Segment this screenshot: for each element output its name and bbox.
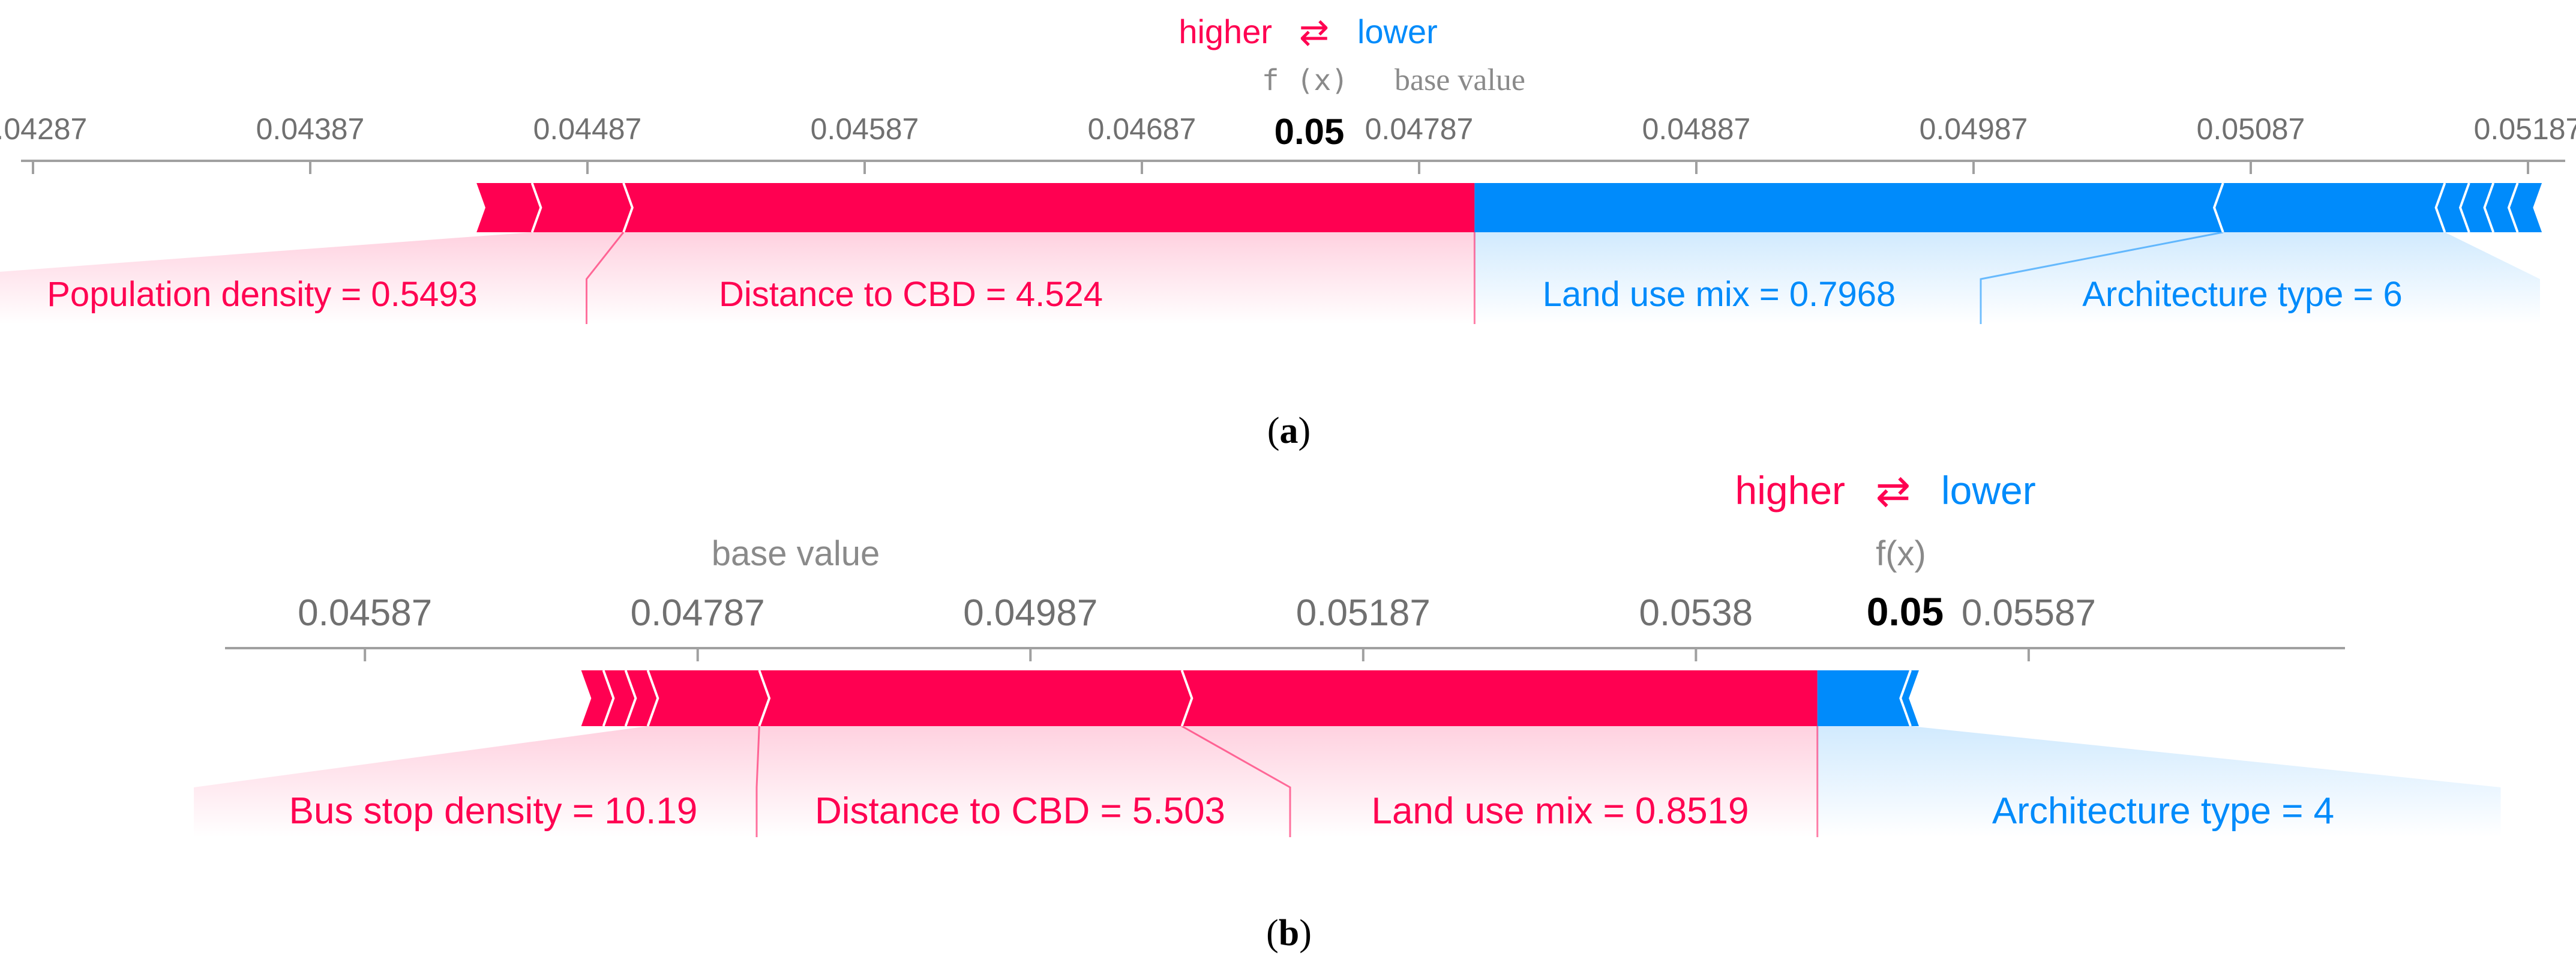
force-plot-b: higher ⇄ lower f(x) base value 0.04587 0.… [194, 467, 2501, 954]
feature-label-distance-to-cbd: Distance to CBD = 4.524 [719, 275, 1103, 314]
lower-minor-segment [2484, 183, 2518, 232]
feature-labels: Bus stop density = 10.19 Distance to CBD… [289, 790, 2335, 832]
panel-label-b: (b) [1266, 913, 1312, 954]
base-value-label: base value [1395, 63, 1525, 97]
base-value-label: base value [712, 534, 880, 573]
axis-ticks: 0.04287 0.04387 0.04487 0.04587 0.04687 0.047… [0, 112, 2576, 174]
force-bars [476, 182, 2542, 233]
higher-minor-segment [476, 183, 541, 232]
legend-a: higher ⇄ lower [1178, 12, 1438, 52]
tick-label: 0.04987 [963, 592, 1097, 634]
segment-divider [2212, 182, 2224, 233]
legend-higher-label: higher [1735, 468, 1845, 513]
tick-label: 0.04787 [631, 592, 765, 634]
label-connector-fill [1474, 232, 2223, 324]
label-connector-line [586, 232, 625, 324]
label-connectors [0, 231, 2540, 324]
higher-feature-segment [647, 670, 770, 726]
tick-label: 0.0538 [1639, 592, 1753, 634]
higher-feature-segment [759, 670, 1192, 726]
higher-feature-segment [623, 183, 1475, 232]
panel-letter-a: a [1280, 410, 1299, 451]
legend-higher-label: higher [1178, 13, 1272, 50]
lower-feature-segment [2214, 183, 2445, 232]
segment-divider [758, 670, 771, 727]
tick-label: 0.04787 [1365, 112, 1474, 146]
feature-label-architecture-type: Architecture type = 6 [2082, 275, 2403, 314]
feature-label-population-density: Population density = 0.5493 [47, 275, 478, 314]
lower-minor-segment [2508, 183, 2542, 232]
segment-divider [2507, 182, 2519, 233]
segment-divider [2483, 182, 2495, 233]
segment-divider [2434, 182, 2446, 233]
label-connector-fill [757, 726, 1290, 837]
tick-label: 0.04687 [1088, 112, 1196, 146]
segment-divider [646, 670, 659, 727]
feature-label-distance-to-cbd: Distance to CBD = 5.503 [815, 790, 1225, 832]
higher-minor-segment [581, 670, 614, 726]
label-connector-fill [1817, 726, 2501, 837]
tick-label: 0.04387 [256, 112, 365, 146]
higher-feature-segment [532, 183, 632, 232]
tick-label: 0.04587 [811, 112, 919, 146]
label-connector-line [1181, 725, 1291, 837]
tick-label: 0.04887 [1642, 112, 1751, 146]
segment-divider [1180, 670, 1193, 727]
tick-label: 0.05187 [2474, 112, 2576, 146]
lower-minor-segment [2436, 183, 2469, 232]
label-connector-line [1980, 231, 2224, 324]
segment-divider [1899, 670, 1912, 727]
label-connector-fill [194, 726, 760, 837]
feature-label-architecture-type: Architecture type = 4 [1992, 790, 2334, 832]
feature-label-land-use-mix: Land use mix = 0.7968 [1543, 275, 1896, 314]
tick-label: 0.04287 [0, 112, 87, 146]
higher-minor-segment [625, 670, 658, 726]
tick-label: 0.04487 [533, 112, 642, 146]
legend-b: higher ⇄ lower [1735, 467, 2036, 514]
lower-minor-segment [2460, 183, 2494, 232]
label-connector-fill [1981, 232, 2540, 324]
axis-ticks: 0.04587 0.04787 0.04987 0.05187 0.0538 0.0558… [298, 592, 2096, 661]
tick-label: 0.04587 [298, 592, 432, 634]
feature-label-land-use-mix: Land use mix = 0.8519 [1371, 790, 1749, 832]
legend-arrows-icon: ⇄ [1299, 12, 1329, 52]
feature-labels: Population density = 0.5493 Distance to … [47, 275, 2403, 314]
segment-divider [530, 182, 542, 233]
fx-label: f (x) [1262, 64, 1349, 97]
lower-feature-segment [1817, 670, 1911, 726]
tick-label: 0.04987 [1920, 112, 2028, 146]
label-connectors [194, 725, 2501, 837]
segment-divider [624, 670, 637, 727]
higher-minor-segment [603, 670, 636, 726]
label-connector-fill [586, 232, 1475, 324]
segment-divider [622, 182, 634, 233]
force-bars [581, 670, 1919, 727]
lower-minor-segment [1900, 670, 1919, 726]
lower-feature-segment [1474, 183, 2223, 232]
legend-lower-label: lower [1941, 468, 2036, 513]
tick-label: 0.05587 [1962, 592, 2096, 634]
higher-feature-segment [1181, 670, 1818, 726]
fx-value: 0.05 [1274, 112, 1345, 152]
label-connector-fill [1181, 726, 1818, 837]
svg-text:(b): (b) [1266, 913, 1312, 954]
force-plot-a: higher ⇄ lower f (x) base value 0.042870… [0, 12, 2576, 451]
segment-divider [602, 670, 615, 727]
panel-letter-b: b [1279, 913, 1299, 954]
svg-text:(a): (a) [1267, 410, 1311, 451]
tick-label: 0.05187 [1296, 592, 1431, 634]
legend-arrows-icon: ⇄ [1876, 467, 1911, 514]
label-connector-line [755, 726, 760, 837]
tick-label: 0.05087 [2197, 112, 2305, 146]
legend-lower-label: lower [1357, 13, 1438, 50]
label-connector-fill [0, 232, 624, 324]
feature-label-bus-stop-density: Bus stop density = 10.19 [289, 790, 698, 832]
fx-value: 0.05 [1867, 589, 1944, 634]
fx-label: f(x) [1876, 534, 1926, 573]
segment-divider [2458, 182, 2470, 233]
panel-label-a: (a) [1267, 410, 1311, 451]
